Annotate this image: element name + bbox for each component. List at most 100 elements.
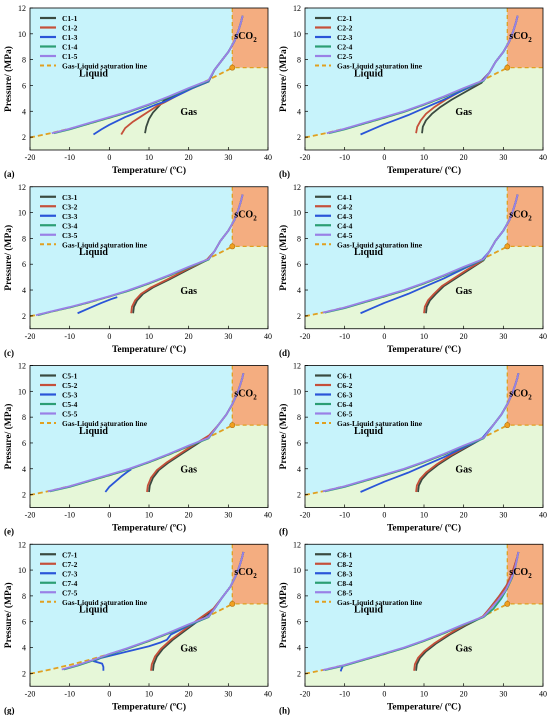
y-tick-label: 10: [293, 209, 301, 218]
legend-label-saturation: Gas-Liquid saturation line: [62, 240, 148, 249]
liquid-region: [30, 8, 233, 138]
x-tick-label: 40: [539, 511, 547, 520]
y-tick-label: 6: [22, 618, 26, 627]
legend-label-saturation: Gas-Liquid saturation line: [337, 598, 423, 607]
x-tick-label: -10: [339, 153, 350, 162]
y-tick-label: 2: [297, 669, 301, 678]
critical-point-marker: [229, 243, 236, 250]
gas-label: Gas: [455, 643, 472, 654]
x-tick-label: 20: [185, 511, 193, 520]
sco2-subscript: 2: [528, 36, 532, 44]
panel-letter: (a): [4, 169, 15, 179]
liquid-region: [30, 186, 233, 317]
sco2-region: [232, 186, 268, 247]
y-tick-label: 4: [297, 286, 301, 295]
sco2-region: [507, 8, 543, 68]
x-tick-label: 40: [264, 511, 272, 520]
legend-label-C3-2: C3-2: [62, 202, 78, 211]
legend-label-C8-5: C8-5: [337, 588, 353, 597]
x-tick-label: 20: [460, 689, 468, 698]
legend-label-C4-2: C4-2: [337, 202, 353, 211]
legend-label-C5-2: C5-2: [62, 381, 78, 390]
panel-letter: (b): [279, 169, 290, 179]
legend-label-C7-1: C7-1: [62, 550, 78, 559]
y-tick-label: 4: [297, 465, 301, 474]
y-tick-label: 8: [297, 413, 301, 422]
x-tick-label: 10: [145, 332, 153, 341]
y-tick-label: 6: [297, 439, 301, 448]
sco2-subscript: 2: [528, 572, 532, 580]
x-tick-label: 30: [224, 511, 232, 520]
legend-label-C3-4: C3-4: [62, 221, 78, 230]
x-tick-label: 40: [539, 332, 547, 341]
gas-label: Gas: [455, 465, 472, 476]
x-tick-label: -20: [300, 153, 311, 162]
y-tick-label: 4: [22, 465, 26, 474]
x-tick-label: 0: [107, 689, 111, 698]
gas-label: Gas: [455, 107, 472, 118]
liquid-label: Liquid: [354, 247, 383, 258]
sco2-region: [507, 365, 543, 426]
gas-label: Gas: [180, 286, 197, 297]
gas-label: Gas: [180, 465, 197, 476]
series-line-C3-5: [35, 194, 244, 317]
sco2-region: [507, 186, 543, 247]
series-line-C6-5: [322, 373, 520, 493]
legend-label-C3-5: C3-5: [62, 231, 78, 240]
legend-label-C1-5: C1-5: [62, 52, 78, 61]
sco2-subscript: 2: [253, 215, 257, 223]
legend-label-C2-5: C2-5: [337, 52, 353, 61]
y-tick-label: 2: [22, 669, 26, 678]
x-tick-label: 20: [460, 332, 468, 341]
x-tick-label: 30: [499, 511, 507, 520]
x-tick-label: 40: [264, 153, 272, 162]
legend-label-C4-5: C4-5: [337, 231, 353, 240]
y-tick-label: 4: [297, 107, 301, 116]
sco2-label: sCO2: [509, 388, 532, 401]
y-tick-label: 8: [297, 592, 301, 601]
x-tick-label: 20: [185, 332, 193, 341]
legend-label-C6-5: C6-5: [337, 410, 353, 419]
y-axis-title: Pressure/ (MPa): [3, 404, 14, 470]
liquid-label: Liquid: [354, 68, 383, 79]
x-tick-label: 10: [145, 689, 153, 698]
x-tick-label: -20: [25, 332, 36, 341]
x-tick-label: -10: [64, 153, 75, 162]
series-line-C7-5: [61, 551, 245, 671]
sco2-region: [232, 8, 268, 68]
critical-point-marker: [229, 422, 236, 429]
chart-panel: -20 -10 0 10 20 30 40 2 4 6 8 10 12 Temperature/ (ºC)…: [278, 4, 547, 179]
x-axis-title: Temperature/ (ºC): [387, 344, 461, 355]
gas-label: Gas: [180, 643, 197, 654]
panel-letter: (c): [4, 348, 14, 358]
legend-label-C2-1: C2-1: [337, 14, 353, 23]
y-tick-label: 12: [293, 540, 301, 549]
sco2-subscript: 2: [253, 393, 257, 401]
legend-label-C1-1: C1-1: [62, 14, 78, 23]
y-tick-label: 2: [22, 312, 26, 321]
y-tick-label: 8: [22, 56, 26, 65]
y-tick-label: 12: [18, 183, 26, 192]
x-tick-label: -20: [25, 153, 36, 162]
panel-letter: (d): [279, 348, 290, 358]
sco2-region: [232, 365, 268, 426]
legend-label-C2-3: C2-3: [337, 33, 353, 42]
x-tick-label: 10: [420, 153, 428, 162]
legend-label-C7-2: C7-2: [62, 560, 78, 569]
x-tick-label: -20: [25, 511, 36, 520]
sco2-label: sCO2: [234, 567, 257, 580]
chart-panel: -20 -10 0 10 20 30 40 2 4 6 8 10 12 Temperature/ (ºC)…: [3, 183, 272, 358]
series-line-C1-5: [51, 15, 244, 135]
y-tick-label: 10: [293, 30, 301, 39]
y-tick-label: 2: [297, 133, 301, 142]
legend-label-C5-4: C5-4: [62, 400, 78, 409]
legend-label-C6-3: C6-3: [337, 391, 353, 400]
y-tick-label: 8: [22, 592, 26, 601]
legend-label-C1-4: C1-4: [62, 43, 78, 52]
liquid-label: Liquid: [354, 605, 383, 616]
y-tick-label: 12: [293, 362, 301, 371]
x-tick-label: -10: [339, 689, 350, 698]
series-line-C3-3: [77, 296, 118, 315]
liquid-label: Liquid: [79, 68, 108, 79]
